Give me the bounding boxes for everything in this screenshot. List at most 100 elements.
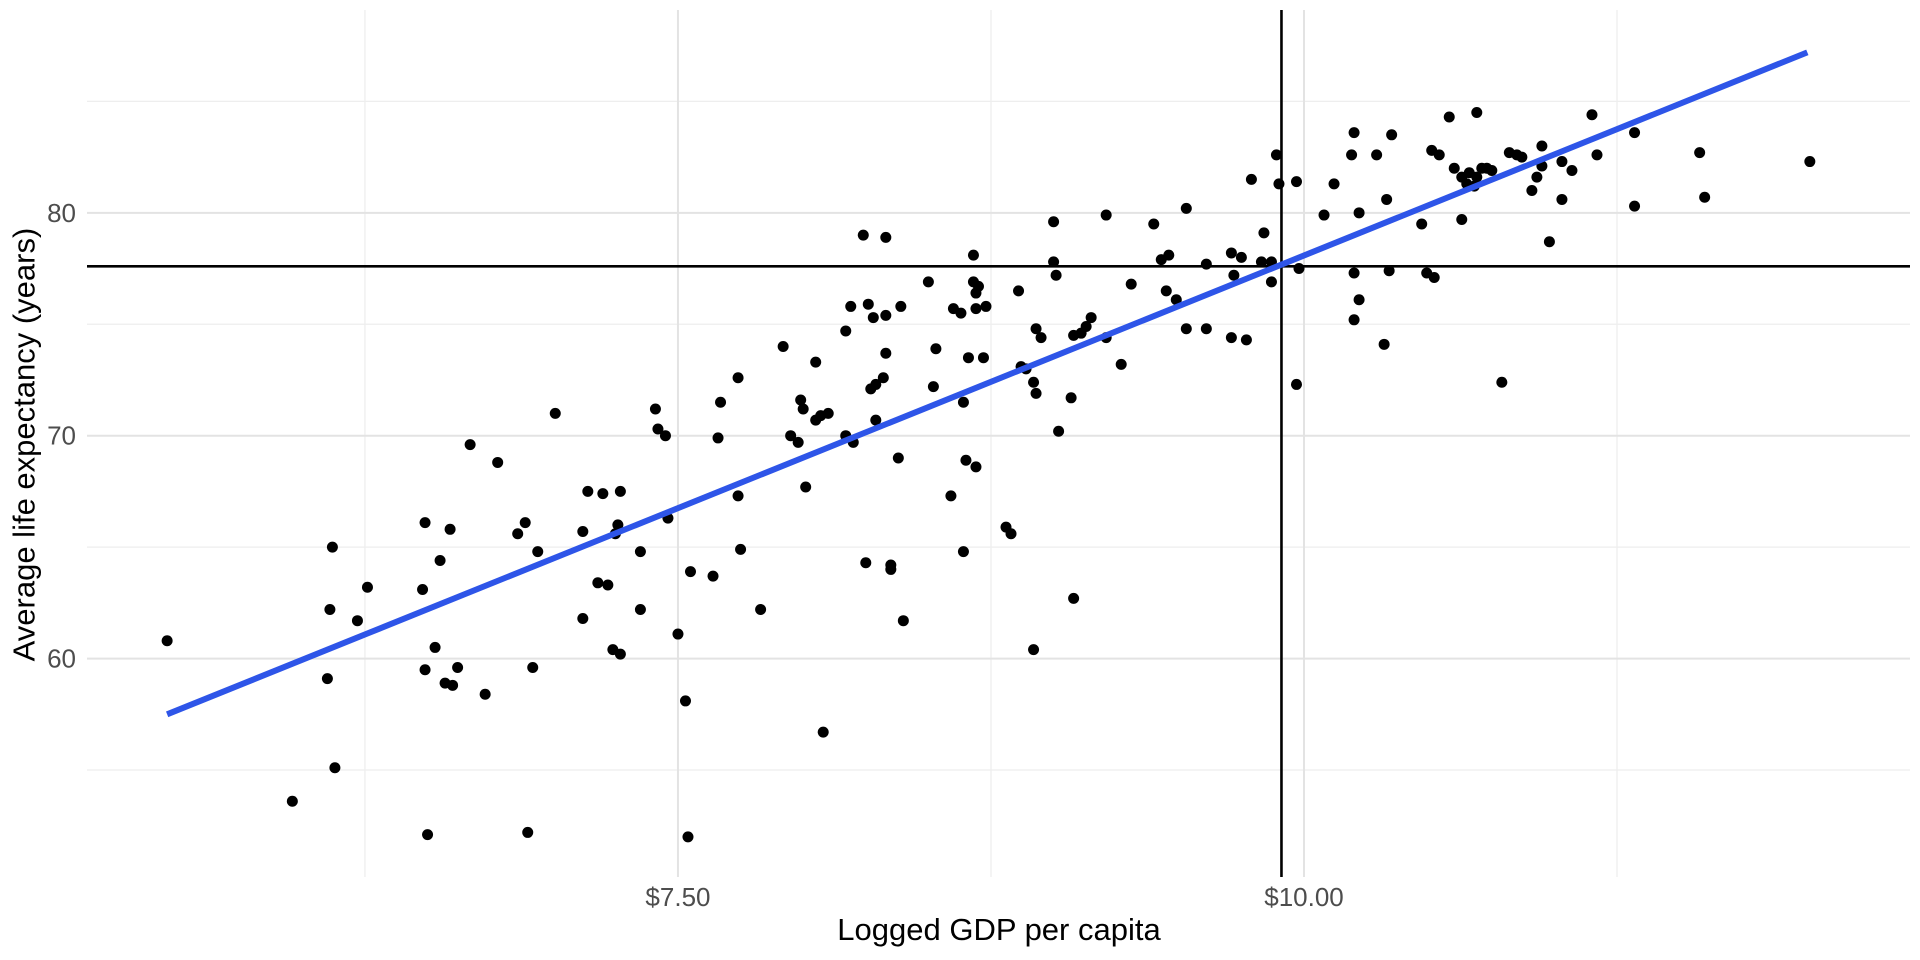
data-point [649,403,661,415]
data-point [797,403,809,415]
data-point [707,570,719,582]
data-point [795,394,807,406]
data-point [1448,162,1460,174]
data-point [1050,269,1062,281]
data-point [1531,171,1543,183]
data-point [464,439,476,451]
y-tick-label: 60 [47,644,76,674]
data-point [880,231,892,243]
data-point [1240,334,1252,346]
data-point [1028,644,1040,656]
data-point [1536,140,1548,152]
data-point [1371,149,1383,161]
data-point [577,526,589,538]
data-point [1228,269,1240,281]
data-point [1225,247,1237,259]
data-point [321,673,333,685]
data-point [1586,109,1598,121]
data-point [1543,236,1555,248]
data-point [1160,285,1172,297]
data-point [1125,278,1137,290]
data-point [1290,378,1302,390]
data-point [880,347,892,359]
data-point [1443,111,1455,123]
data-point [1496,376,1508,388]
data-point [519,517,531,529]
data-point [1235,251,1247,263]
data-point [785,430,797,442]
data-point [351,615,363,627]
data-point [1471,171,1483,183]
data-point [735,543,747,555]
data-point [810,356,822,368]
data-point [672,628,684,640]
data-point [1013,285,1025,297]
data-point [324,604,336,616]
data-point [684,566,696,578]
trend-line [166,49,1809,718]
data-point [712,432,724,444]
data-point [1163,249,1175,261]
data-point [1516,151,1528,163]
data-point [527,661,539,673]
data-point [532,546,544,558]
data-point [1200,258,1212,270]
data-point [957,396,969,408]
data-point [1353,294,1365,306]
data-point [1433,149,1445,161]
data-point [1318,209,1330,221]
data-point [970,287,982,299]
data-point [452,661,464,673]
data-point [286,795,298,807]
data-point [1348,314,1360,326]
data-point [361,581,373,593]
data-point [980,300,992,312]
data-point [1566,164,1578,176]
data-point [922,276,934,288]
data-point [1030,387,1042,399]
data-point [1381,193,1393,205]
data-point [549,407,561,419]
data-point [1556,193,1568,205]
x-axis-title: Logged GDP per capita [837,912,1161,947]
data-point [1346,149,1358,161]
data-point [634,604,646,616]
data-point [161,635,173,647]
data-point [479,688,491,700]
data-point [1428,271,1440,283]
data-point [597,488,609,500]
data-point [840,325,852,337]
data-point [957,546,969,558]
data-point [1028,376,1040,388]
data-point [1080,320,1092,332]
data-point [800,481,812,493]
data-point [444,523,456,535]
data-point [862,298,874,310]
data-point [967,249,979,261]
data-point [614,485,626,497]
data-point [522,826,534,838]
data-point [1068,592,1080,604]
data-point [857,229,869,241]
data-point [1200,323,1212,335]
data-point [1048,216,1060,228]
data-point [1115,358,1127,370]
data-point [1416,218,1428,230]
data-point [962,352,974,364]
data-point [817,726,829,738]
y-axis-title: Average life expectancy (years) [6,227,42,662]
data-point [1804,156,1816,168]
data-point [1353,207,1365,219]
data-point [1348,127,1360,139]
data-point [1386,129,1398,141]
data-point [970,303,982,315]
data-point [512,528,524,540]
data-point [822,407,834,419]
data-point [682,831,694,843]
data-point [1005,528,1017,540]
y-tick-label: 70 [47,421,76,451]
data-point [1255,256,1267,268]
data-point [612,519,624,531]
